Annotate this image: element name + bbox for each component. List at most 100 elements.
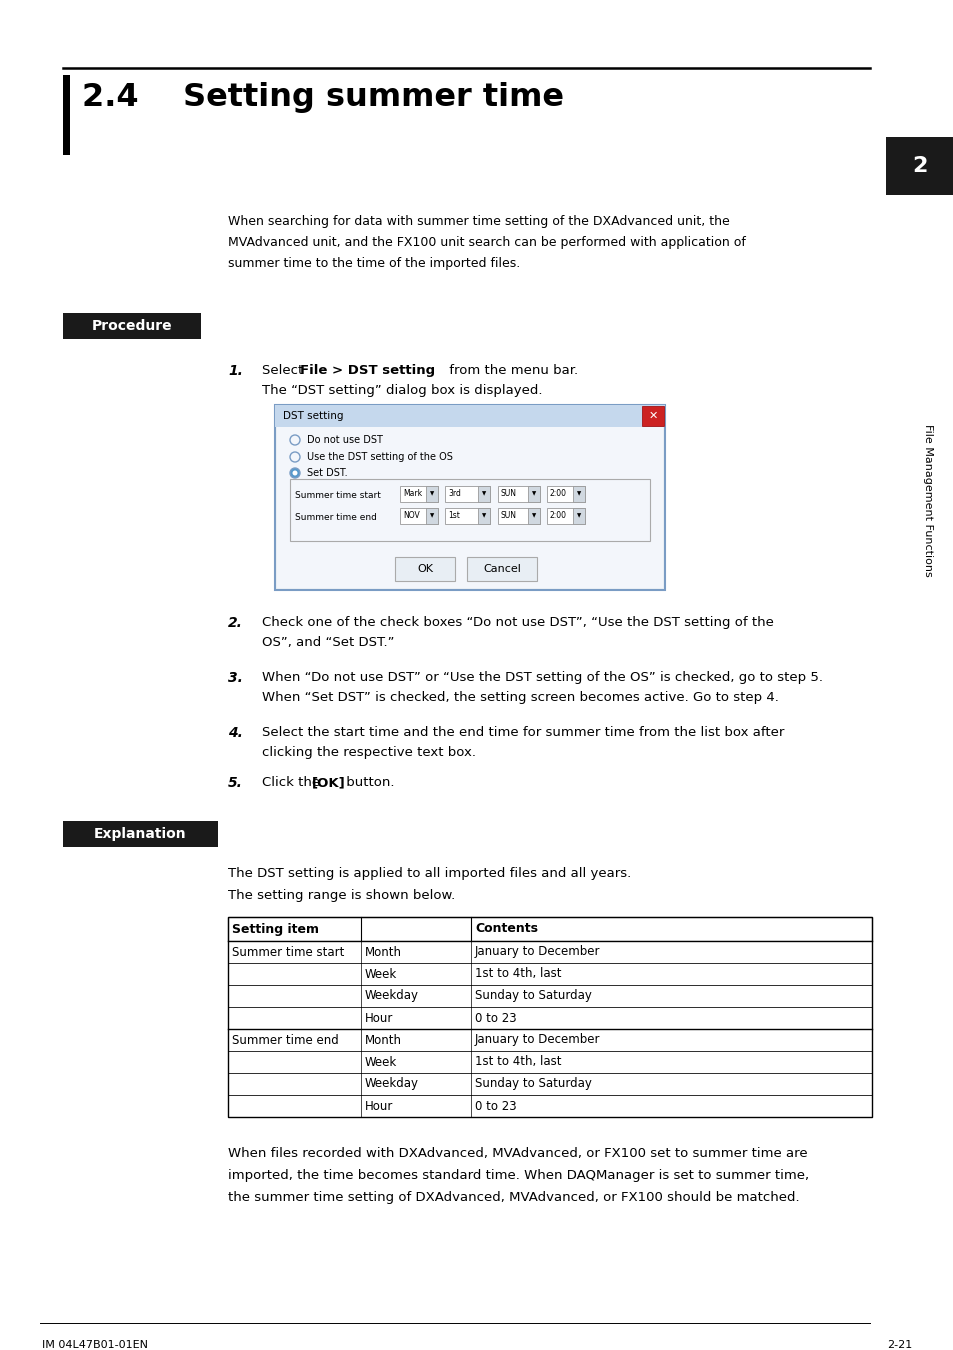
Text: OK: OK — [416, 564, 433, 574]
Bar — [497, 486, 539, 502]
Text: When “Do not use DST” or “Use the DST setting of the OS” is checked, go to step : When “Do not use DST” or “Use the DST se… — [262, 671, 822, 684]
Text: Click the: Click the — [262, 776, 324, 788]
Bar — [228, 1052, 871, 1073]
Text: SUN: SUN — [500, 512, 517, 521]
Bar — [467, 558, 537, 580]
Bar — [399, 486, 437, 502]
Text: NOV: NOV — [402, 512, 419, 521]
Text: Select the start time and the end time for summer time from the list box after: Select the start time and the end time f… — [262, 726, 783, 738]
Bar — [477, 508, 490, 524]
Bar — [477, 486, 490, 502]
Text: Weekday: Weekday — [365, 990, 418, 1003]
Circle shape — [290, 468, 299, 478]
Text: 2: 2 — [911, 157, 926, 176]
Bar — [228, 941, 871, 963]
Text: DST setting: DST setting — [283, 410, 343, 421]
Text: Month: Month — [365, 945, 401, 958]
Text: ▼: ▼ — [481, 513, 486, 518]
Text: Contents: Contents — [475, 922, 537, 936]
Text: [OK]: [OK] — [312, 776, 345, 788]
Text: Select: Select — [262, 364, 307, 377]
Bar — [395, 558, 455, 580]
Text: Mark: Mark — [402, 490, 421, 498]
Text: ▼: ▼ — [481, 491, 486, 497]
Text: 5.: 5. — [228, 776, 243, 790]
Text: ▼: ▼ — [430, 491, 434, 497]
Text: ▼: ▼ — [430, 513, 434, 518]
Text: When searching for data with summer time setting of the DXAdvanced unit, the: When searching for data with summer time… — [228, 215, 729, 228]
Text: Procedure: Procedure — [91, 319, 172, 333]
Text: imported, the time becomes standard time. When DAQManager is set to summer time,: imported, the time becomes standard time… — [228, 1169, 808, 1183]
Bar — [274, 405, 664, 427]
Text: The setting range is shown below.: The setting range is shown below. — [228, 890, 455, 902]
Text: Month: Month — [365, 1034, 401, 1046]
Text: 4.: 4. — [228, 726, 243, 740]
Bar — [63, 313, 201, 339]
Text: ▼: ▼ — [577, 513, 580, 518]
Bar — [573, 508, 584, 524]
Text: 2.4    Setting summer time: 2.4 Setting summer time — [82, 82, 563, 113]
Text: 2:00: 2:00 — [550, 512, 566, 521]
Bar — [290, 479, 649, 541]
Text: When files recorded with DXAdvanced, MVAdvanced, or FX100 set to summer time are: When files recorded with DXAdvanced, MVA… — [228, 1148, 807, 1160]
Text: File Management Functions: File Management Functions — [923, 424, 932, 576]
Bar — [228, 1073, 871, 1095]
Bar — [885, 136, 953, 194]
Text: the summer time setting of DXAdvanced, MVAdvanced, or FX100 should be matched.: the summer time setting of DXAdvanced, M… — [228, 1191, 799, 1204]
Text: 3.: 3. — [228, 671, 243, 684]
Bar — [228, 963, 871, 986]
Text: January to December: January to December — [475, 1034, 599, 1046]
Text: 2-21: 2-21 — [886, 1341, 911, 1350]
Bar — [228, 1095, 871, 1116]
Bar — [63, 76, 70, 155]
Text: MVAdvanced unit, and the FX100 unit search can be performed with application of: MVAdvanced unit, and the FX100 unit sear… — [228, 236, 745, 248]
Text: 2:00: 2:00 — [550, 490, 566, 498]
Bar — [527, 508, 539, 524]
Text: Summer time end: Summer time end — [294, 513, 376, 521]
Text: Set DST.: Set DST. — [307, 468, 347, 478]
Text: OS”, and “Set DST.”: OS”, and “Set DST.” — [262, 636, 395, 649]
Text: Hour: Hour — [365, 1099, 393, 1112]
Text: Setting item: Setting item — [232, 922, 318, 936]
Text: 0 to 23: 0 to 23 — [475, 1099, 517, 1112]
Text: 1st to 4th, last: 1st to 4th, last — [475, 968, 561, 980]
Text: Explanation: Explanation — [94, 828, 187, 841]
Text: 0 to 23: 0 to 23 — [475, 1011, 517, 1025]
Bar — [399, 508, 437, 524]
Text: ▼: ▼ — [532, 513, 536, 518]
Bar — [274, 405, 664, 590]
Text: Sunday to Saturday: Sunday to Saturday — [475, 1077, 591, 1091]
Text: summer time to the time of the imported files.: summer time to the time of the imported … — [228, 256, 519, 270]
Bar — [228, 986, 871, 1007]
Text: IM 04L47B01-01EN: IM 04L47B01-01EN — [42, 1341, 148, 1350]
Bar — [497, 508, 539, 524]
Text: ▼: ▼ — [577, 491, 580, 497]
Text: Hour: Hour — [365, 1011, 393, 1025]
Bar — [444, 508, 490, 524]
Bar — [228, 917, 871, 941]
Bar — [546, 508, 584, 524]
Text: Summer time start: Summer time start — [294, 490, 380, 500]
Bar — [228, 1007, 871, 1029]
Bar — [527, 486, 539, 502]
Text: Do not use DST: Do not use DST — [307, 435, 382, 446]
Bar — [546, 486, 584, 502]
Text: Summer time start: Summer time start — [232, 945, 344, 958]
Bar — [573, 486, 584, 502]
Bar — [444, 486, 490, 502]
Text: Week: Week — [365, 1056, 396, 1068]
Text: button.: button. — [341, 776, 395, 788]
Text: ✕: ✕ — [648, 410, 657, 421]
Text: When “Set DST” is checked, the setting screen becomes active. Go to step 4.: When “Set DST” is checked, the setting s… — [262, 691, 778, 703]
Text: clicking the respective text box.: clicking the respective text box. — [262, 747, 476, 759]
Text: Week: Week — [365, 968, 396, 980]
Bar — [228, 917, 871, 1116]
Bar — [426, 486, 437, 502]
Text: The “DST setting” dialog box is displayed.: The “DST setting” dialog box is displaye… — [262, 383, 542, 397]
Text: Check one of the check boxes “Do not use DST”, “Use the DST setting of the: Check one of the check boxes “Do not use… — [262, 616, 773, 629]
Text: 1st to 4th, last: 1st to 4th, last — [475, 1056, 561, 1068]
Bar — [641, 406, 663, 427]
Text: File > DST setting: File > DST setting — [299, 364, 435, 377]
Text: January to December: January to December — [475, 945, 599, 958]
Text: Summer time end: Summer time end — [232, 1034, 338, 1046]
